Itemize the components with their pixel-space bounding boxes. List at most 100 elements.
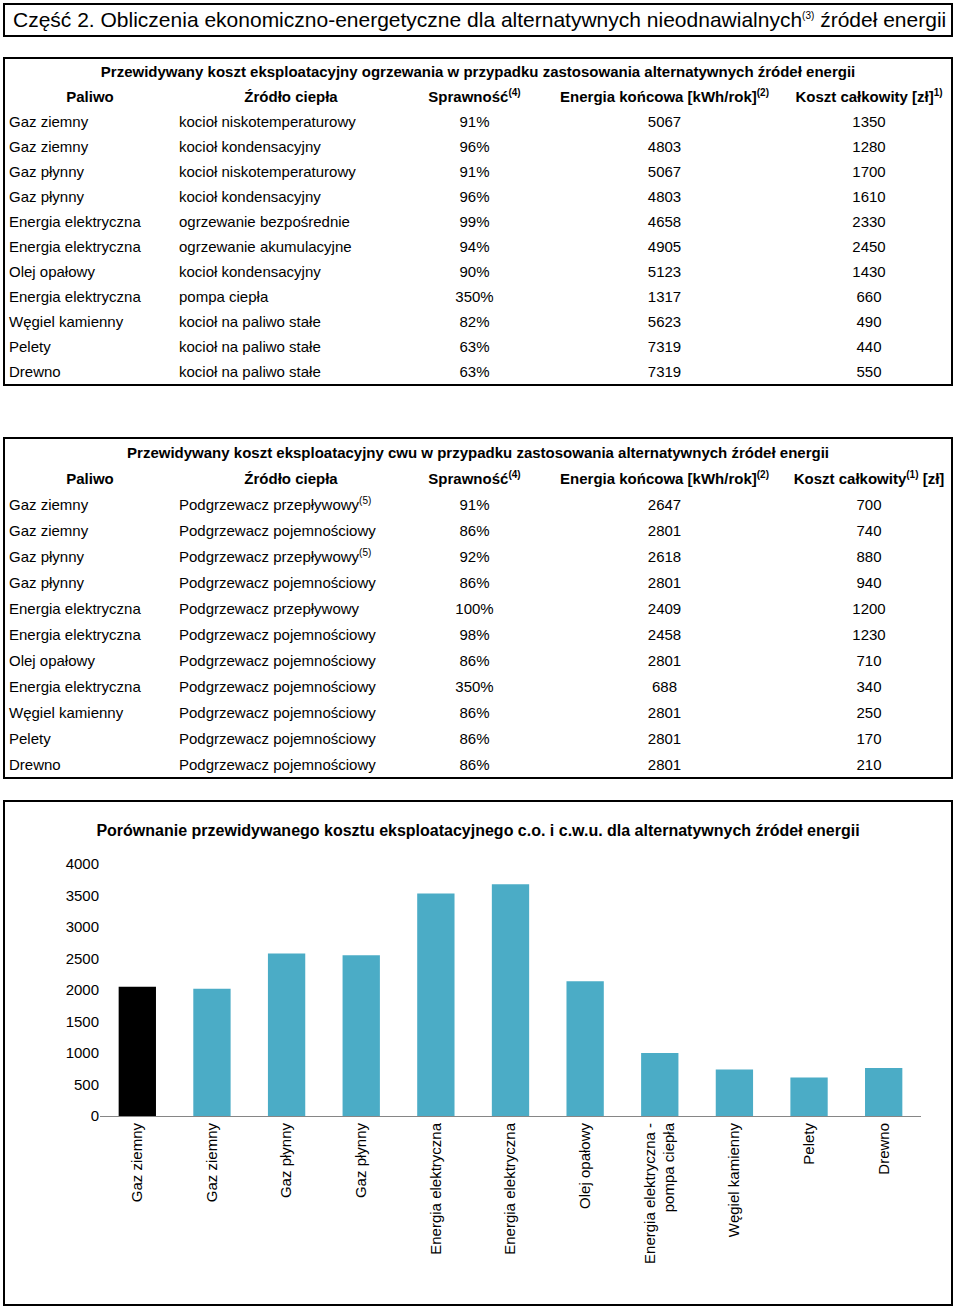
html-text:2801: 2801	[647, 729, 682, 747]
html-text:Podgrzewacz pojemnościowy: Podgrzewacz pojemnościowy	[179, 625, 376, 643]
html-text:170: 170	[856, 729, 882, 747]
html-text:Energia elektryczna: Energia elektryczna	[9, 625, 141, 643]
html-text:86%: 86%	[459, 573, 490, 591]
html-text:1230: 1230	[852, 625, 886, 643]
svg-text:Olej opałowy: Olej opałowy	[576, 1123, 593, 1209]
html-text:Podgrzewacz przepływowy(5): Podgrzewacz przepływowy(5)	[179, 494, 372, 513]
html-text:Gaz ziemny: Gaz ziemny	[9, 495, 89, 513]
html-text:Gaz ziemny: Gaz ziemny	[9, 113, 89, 130]
svg-text:3500: 3500	[66, 887, 99, 904]
html-text:2618: 2618	[647, 547, 682, 565]
svg-text:Pelety: Pelety	[800, 1123, 817, 1165]
html-text:1280: 1280	[852, 138, 886, 155]
html-text:kocioł niskotemperaturowy: kocioł niskotemperaturowy	[179, 113, 356, 130]
html-text:źródeł energii: źródeł energii	[814, 8, 947, 31]
html-text:Przewidywany koszt eksploatacy: Przewidywany koszt eksploatacyjny ogrzew…	[100, 63, 856, 80]
html-text:Energia końcowa [kWh/rok](2): Energia końcowa [kWh/rok](2)	[560, 87, 769, 105]
html-text:1350: 1350	[852, 113, 886, 130]
svg-text:Drewno: Drewno	[875, 1123, 892, 1175]
html-text:91%: 91%	[459, 113, 490, 130]
html-text:Olej opałowy: Olej opałowy	[9, 651, 95, 669]
html-text:100%: 100%	[455, 599, 494, 617]
html-text:2409: 2409	[647, 599, 682, 617]
html-text:86%: 86%	[459, 521, 490, 539]
html-text:92%: 92%	[459, 547, 490, 565]
html-text:Energia elektryczna: Energia elektryczna	[9, 599, 141, 617]
svg-text:500: 500	[74, 1076, 99, 1093]
html-text:710: 710	[856, 651, 882, 669]
html-text:Pelety: Pelety	[9, 729, 51, 747]
html-text:Gaz płynny: Gaz płynny	[9, 573, 84, 591]
html-text:2801: 2801	[647, 573, 682, 591]
html-text:880: 880	[856, 547, 882, 565]
html-text:Podgrzewacz pojemnościowy: Podgrzewacz pojemnościowy	[179, 755, 376, 773]
html-text:Gaz płynny: Gaz płynny	[9, 547, 84, 565]
html-text:Koszt całkowity [zł]1): Koszt całkowity [zł]1)	[795, 87, 943, 105]
svg-text:Gaz ziemny: Gaz ziemny	[203, 1123, 220, 1203]
svg-text:3000: 3000	[66, 918, 99, 935]
html-text:Przewidywany koszt eksploatacy: Przewidywany koszt eksploatacyjny cwu w …	[127, 443, 829, 461]
html-text:Koszt całkowity(1)[zł]: Koszt całkowity(1)[zł]	[793, 468, 945, 487]
svg-text:2000: 2000	[66, 981, 99, 998]
svg-text:0: 0	[91, 1107, 99, 1124]
html-text:Węgiel kamienny: Węgiel kamienny	[9, 703, 124, 721]
html-text:688: 688	[652, 677, 677, 695]
html-text:2801: 2801	[647, 651, 682, 669]
svg-text:4000: 4000	[66, 855, 99, 872]
html-text:91%: 91%	[459, 495, 490, 513]
html-text:5067: 5067	[647, 113, 682, 130]
html-text:4803: 4803	[647, 138, 682, 155]
html-text:2458: 2458	[647, 625, 682, 643]
html-text:kocioł kondensacyjny: kocioł kondensacyjny	[179, 138, 321, 155]
svg-text:Gaz płynny: Gaz płynny	[352, 1123, 369, 1199]
html-text:98%: 98%	[459, 625, 490, 643]
svg-text:2500: 2500	[66, 950, 99, 967]
html-text:Energia końcowa [kWh/rok](2): Energia końcowa [kWh/rok](2)	[560, 468, 769, 487]
html-text:Część 2. Obliczenia ekonomiczn: Część 2. Obliczenia ekonomiczno-energety…	[13, 8, 803, 31]
svg-text:Energia elektryczna: Energia elektryczna	[501, 1122, 518, 1254]
html-text:86%: 86%	[459, 651, 490, 669]
html-text:96%: 96%	[459, 138, 490, 155]
html-text:Podgrzewacz pojemnościowy: Podgrzewacz pojemnościowy	[179, 651, 376, 669]
html-text:86%: 86%	[459, 755, 490, 773]
html-text:Podgrzewacz pojemnościowy: Podgrzewacz pojemnościowy	[179, 703, 376, 721]
html-text:Podgrzewacz pojemnościowy: Podgrzewacz pojemnościowy	[179, 677, 376, 695]
html-text:2801: 2801	[647, 703, 682, 721]
html-text:210: 210	[856, 755, 882, 773]
html-text:Paliwo: Paliwo	[66, 469, 114, 487]
html-text:940: 940	[856, 573, 882, 591]
svg-text:1500: 1500	[66, 1013, 99, 1030]
html-text:340: 340	[856, 677, 882, 695]
html-text:Podgrzewacz przepływowy: Podgrzewacz przepływowy	[179, 599, 360, 617]
html-text:86%: 86%	[459, 729, 490, 747]
svg-text:Energia elektryczna -pompa cie: Energia elektryczna -pompa ciepła	[641, 1122, 678, 1264]
svg-text:Energia elektryczna: Energia elektryczna	[427, 1122, 444, 1254]
html-text:Paliwo: Paliwo	[66, 88, 114, 105]
html-text:Podgrzewacz pojemnościowy: Podgrzewacz pojemnościowy	[179, 573, 376, 591]
html-text:Źródło ciepła: Źródło ciepła	[244, 88, 338, 105]
html-text:Gaz ziemny: Gaz ziemny	[9, 521, 89, 539]
html-text:Gaz ziemny: Gaz ziemny	[9, 138, 89, 155]
svg-text:Gaz ziemny: Gaz ziemny	[128, 1123, 145, 1203]
html-text:Sprawność(4): Sprawność(4)	[428, 468, 521, 487]
svg-text:Porównanie przewidywanego kosz: Porównanie przewidywanego kosztu eksploa…	[96, 822, 859, 839]
html-text:700: 700	[856, 495, 882, 513]
svg-text:Węgiel kamienny: Węgiel kamienny	[725, 1123, 742, 1238]
svg-text:1000: 1000	[66, 1044, 99, 1061]
html-text:86%: 86%	[459, 703, 490, 721]
html-text:Podgrzewacz pojemnościowy: Podgrzewacz pojemnościowy	[179, 729, 376, 747]
html-text:Źródło ciepła: Źródło ciepła	[244, 469, 338, 487]
html-text:740: 740	[856, 521, 882, 539]
html-text:2647: 2647	[647, 495, 682, 513]
html-text:350%: 350%	[455, 677, 494, 695]
html-text:1200: 1200	[852, 599, 886, 617]
html-text:Drewno: Drewno	[9, 755, 61, 773]
html-text:2801: 2801	[647, 755, 682, 773]
html-text:Sprawność(4): Sprawność(4)	[428, 87, 521, 105]
html-text:Podgrzewacz przepływowy(5): Podgrzewacz przepływowy(5)	[179, 546, 372, 565]
html-text:Energia elektryczna: Energia elektryczna	[9, 677, 141, 695]
svg-text:Gaz płynny: Gaz płynny	[277, 1123, 294, 1199]
html-text:250: 250	[856, 703, 882, 721]
html-text:Podgrzewacz pojemnościowy: Podgrzewacz pojemnościowy	[179, 521, 376, 539]
html-text:2801: 2801	[647, 521, 682, 539]
